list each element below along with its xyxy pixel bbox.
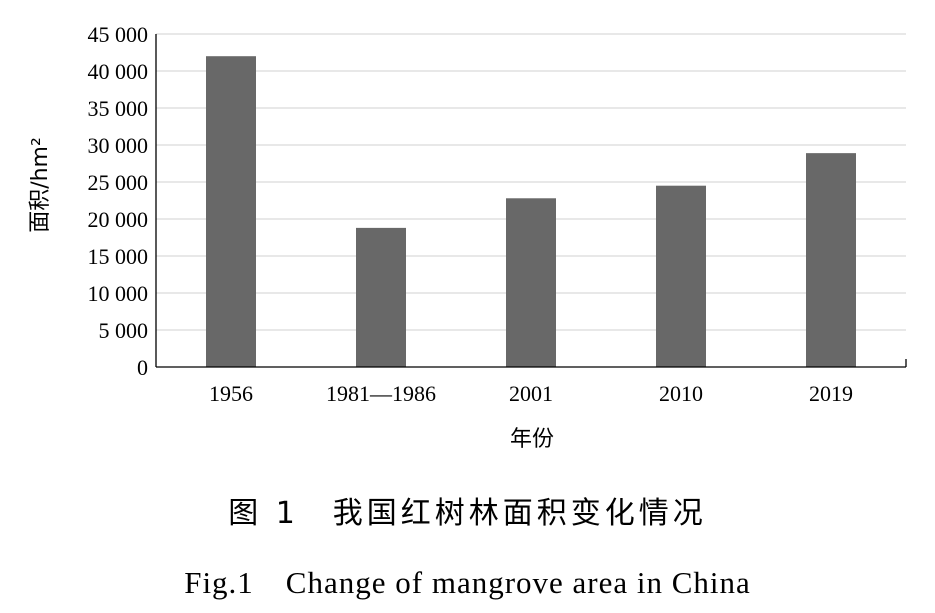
figure-caption-english: Fig.1 Change of mangrove area in China [184,565,751,600]
x-tick-label: 2010 [659,381,703,406]
y-tick-label: 35 000 [88,96,149,121]
x-tick-label: 2019 [809,381,853,406]
y-tick-label: 25 000 [88,170,149,195]
x-tick-label: 1956 [209,381,253,406]
y-tick-labels: 0 5 000 10 000 15 000 20 000 25 000 30 000 35 0… [88,22,149,380]
y-tick-label: 20 000 [88,207,149,232]
y-tick-label: 0 [137,355,148,380]
y-tick-label: 30 000 [88,133,149,158]
bar [656,185,706,367]
x-tick-label: 2001 [509,381,553,406]
y-tick-label: 5 000 [99,318,149,343]
y-tick-label: 40 000 [88,59,149,84]
axes [155,34,907,368]
bar [806,153,856,367]
bar [506,198,556,367]
bars [206,56,856,367]
x-tick-labels: 1956 1981—1986 2001 2010 2019 [209,381,853,406]
bar [206,56,256,367]
bar [356,227,406,367]
y-tick-label: 45 000 [88,22,149,47]
y-tick-label: 15 000 [88,244,149,269]
x-tick-label: 1981—1986 [326,381,436,406]
gridlines [156,33,906,331]
figure-caption-chinese: 图 1 我国红树林面积变化情况 [228,496,707,531]
y-axis-label: 面积/hm² [28,137,53,233]
y-tick-label: 10 000 [88,281,149,306]
x-axis-label: 年份 [510,427,554,452]
bar-chart: 0 5 000 10 000 15 000 20 000 25 000 30 000 35 0… [28,22,907,452]
